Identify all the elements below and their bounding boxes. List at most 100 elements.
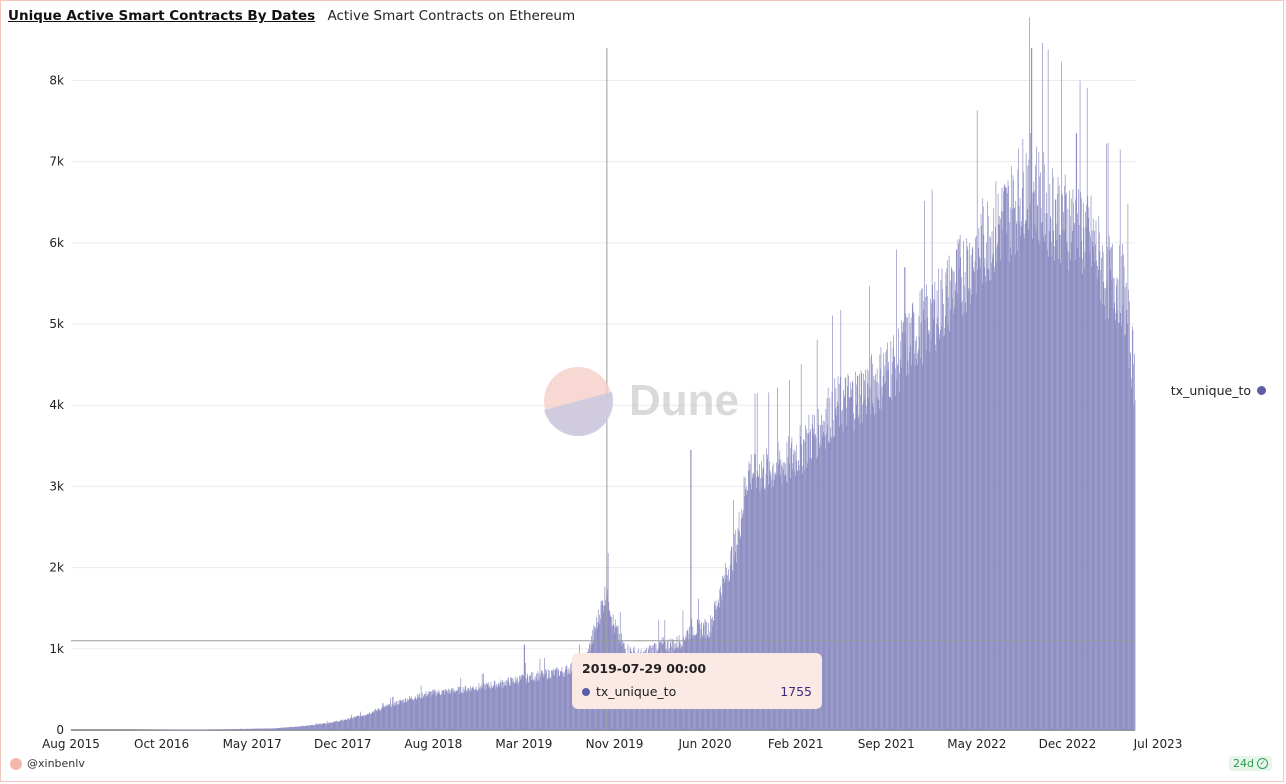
legend[interactable]: tx_unique_to [1171, 383, 1266, 398]
bar [841, 411, 842, 730]
bar [426, 696, 428, 730]
bar [212, 729, 214, 730]
bar [290, 726, 292, 730]
bar [374, 709, 376, 730]
bar [896, 380, 898, 730]
bar [544, 675, 546, 730]
bar [338, 721, 340, 730]
bar [858, 415, 860, 730]
bar [895, 368, 897, 730]
bar [460, 677, 462, 730]
bar [306, 725, 308, 730]
bar [237, 729, 238, 730]
bar [539, 678, 540, 730]
bar [308, 725, 310, 730]
bar [853, 430, 855, 730]
x-tick-label: Jul 2023 [1133, 737, 1183, 751]
footer-author[interactable]: @xinbenlv [10, 757, 85, 770]
bar [570, 671, 572, 730]
bar [414, 698, 415, 730]
freshness-text: 24d [1233, 757, 1254, 770]
bar [471, 687, 473, 730]
bar [985, 282, 987, 730]
bar [1018, 148, 1019, 731]
bar [438, 689, 440, 730]
bar [322, 723, 324, 730]
bar [298, 726, 300, 730]
bar [783, 470, 784, 730]
bar [1064, 185, 1065, 730]
bar [974, 260, 976, 730]
bar [1111, 247, 1112, 731]
bar [216, 729, 218, 730]
bar [265, 728, 267, 730]
bar [349, 718, 351, 730]
bar [434, 691, 435, 730]
bar [331, 722, 333, 730]
bar [1124, 335, 1125, 730]
bar [392, 696, 394, 730]
bar [1132, 330, 1134, 730]
bar [391, 706, 392, 730]
bar [1091, 230, 1093, 730]
bar [280, 727, 282, 730]
bar [773, 486, 775, 730]
bar [561, 671, 562, 730]
bar [944, 335, 946, 730]
bar [810, 429, 811, 730]
bar [433, 689, 435, 730]
bar [751, 489, 753, 730]
bar [869, 387, 871, 730]
bar [1125, 334, 1127, 730]
bar [1102, 252, 1104, 730]
bar [336, 720, 337, 730]
bar [941, 325, 942, 730]
bar [813, 433, 815, 730]
bar [327, 723, 328, 730]
bar [278, 727, 280, 730]
bar [381, 707, 383, 730]
bar [222, 729, 223, 730]
bar [756, 393, 758, 730]
bar [546, 679, 548, 730]
bar [792, 469, 793, 730]
peak-bar [523, 644, 525, 730]
bar [903, 321, 904, 730]
chart-title-link[interactable]: Unique Active Smart Contracts By Dates [8, 8, 316, 24]
bar [995, 180, 997, 730]
bar [946, 268, 948, 730]
bar [306, 725, 308, 730]
bar [482, 673, 484, 730]
bar [960, 257, 962, 730]
bar [250, 728, 251, 730]
bar [220, 729, 221, 730]
bar [396, 700, 397, 730]
bar [782, 467, 783, 730]
bar [888, 397, 890, 730]
bar [475, 686, 477, 730]
bar [400, 699, 402, 730]
bar [465, 686, 467, 730]
bar [1119, 149, 1121, 730]
bar [1021, 220, 1023, 731]
bar [1118, 322, 1119, 730]
bar [1077, 248, 1079, 730]
bar [459, 687, 461, 730]
bar [807, 432, 809, 730]
bar [223, 729, 225, 730]
bar [1021, 188, 1023, 730]
bar [941, 268, 943, 730]
bar [1040, 207, 1042, 731]
bar [1112, 277, 1114, 730]
bar [221, 729, 222, 730]
bar [287, 727, 288, 730]
x-tick-label: Dec 2017 [314, 737, 372, 751]
bar [363, 715, 365, 730]
bar [270, 728, 272, 730]
bar [533, 679, 535, 730]
bar [1010, 247, 1012, 730]
bar [451, 688, 452, 730]
bar [304, 726, 305, 730]
bar [366, 714, 368, 730]
